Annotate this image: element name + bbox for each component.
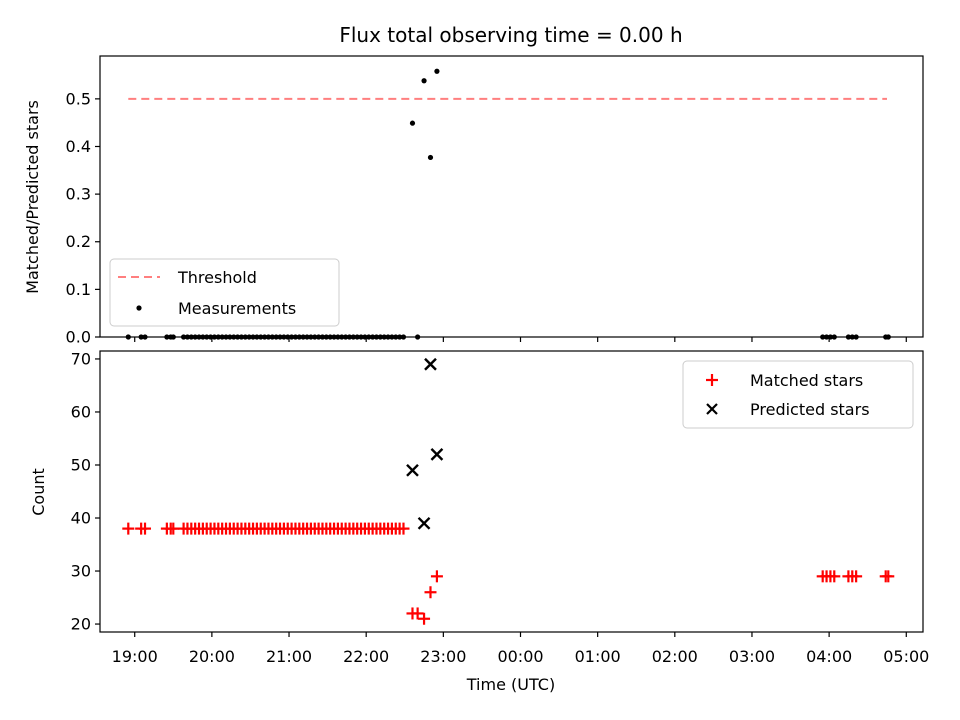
xtick-label: 20:00 <box>189 647 235 666</box>
predicted-star-marker <box>406 463 419 477</box>
top-ytick-label: 0.0 <box>66 328 91 347</box>
matched-star-marker <box>424 586 437 599</box>
predicted-star-stroke <box>406 463 419 477</box>
legend-threshold-label: Threshold <box>177 268 257 287</box>
top-ytick-label: 0.5 <box>66 89 91 108</box>
top-ytick-label: 0.4 <box>66 137 91 156</box>
matched-star-marker <box>828 570 841 583</box>
xtick-label: 02:00 <box>652 647 698 666</box>
measurement-point <box>409 120 416 126</box>
predicted-star-stroke <box>424 357 437 371</box>
xtick-label: 03:00 <box>729 647 775 666</box>
bottom-ytick-label: 70 <box>71 349 91 368</box>
bottom-plot-area <box>122 357 895 625</box>
matched-star-marker <box>397 522 410 535</box>
xtick-label: 01:00 <box>575 647 621 666</box>
bottom-axes-frame <box>99 350 924 633</box>
matched-star-marker <box>882 570 895 583</box>
legend-predicted-label: Predicted stars <box>750 400 870 419</box>
xtick-label: 00:00 <box>497 647 543 666</box>
matched-star-marker <box>418 612 431 625</box>
legend-predicted-swatch <box>706 403 718 415</box>
bottom-ytick-label: 40 <box>71 509 91 528</box>
top-y-axis-label: Matched/Predicted stars <box>23 100 42 294</box>
count-panel: Count 20 30 40 50 60 70 19:00 20:00 21:00 22:00 2… <box>29 349 929 666</box>
xtick-label: 21:00 <box>266 647 312 666</box>
bottom-legend-box <box>682 360 914 429</box>
predicted-star-marker <box>424 357 437 371</box>
bottom-y-ticks: 20 30 40 50 60 70 <box>71 349 100 634</box>
matched-star-marker <box>167 522 180 535</box>
bottom-ytick-label: 50 <box>71 455 91 474</box>
matched-star-marker <box>430 570 443 583</box>
x-axis-label: Time (UTC) <box>466 675 555 694</box>
matched-star-marker <box>411 607 424 620</box>
matched-star-marker <box>122 522 135 535</box>
predicted-star-stroke <box>430 448 444 461</box>
matched-star-marker <box>139 522 152 535</box>
predicted-star-stroke <box>417 516 431 530</box>
ratio-panel: Matched/Predicted stars 0.00.10.20.30.40… <box>23 55 924 347</box>
bottom-ytick-label: 60 <box>71 402 91 421</box>
xtick-label: 04:00 <box>806 647 852 666</box>
xtick-label: 05:00 <box>883 647 929 666</box>
bottom-y-axis-label: Count <box>29 468 48 516</box>
legend-measurements-label: Measurements <box>178 299 296 318</box>
top-ytick-label: 0.1 <box>66 280 91 299</box>
predicted-star-marker <box>430 448 444 461</box>
top-legend-box <box>109 258 340 327</box>
legend-matched-label: Matched stars <box>750 371 863 390</box>
measurement-point <box>427 154 434 161</box>
xtick-label: 19:00 <box>112 647 158 666</box>
bottom-ytick-label: 20 <box>71 615 91 634</box>
bottom-legend: Matched stars Predicted stars <box>682 360 914 429</box>
measurement-point <box>434 68 440 74</box>
legend-measurements-swatch <box>136 305 142 311</box>
measurement-point <box>421 78 427 84</box>
top-ytick-label: 0.2 <box>66 232 91 251</box>
legend-matched-swatch <box>706 374 718 386</box>
top-legend: Threshold Measurements <box>109 258 340 327</box>
predicted-star-marker <box>417 516 431 530</box>
top-ytick-label: 0.3 <box>66 185 91 204</box>
xtick-label: 23:00 <box>420 647 466 666</box>
bottom-x-ticks: 19:00 20:00 21:00 22:00 23:00 00:00 01:00 02:00… <box>112 632 929 666</box>
matched-star-marker <box>850 570 863 583</box>
top-axes-frame <box>99 55 924 338</box>
bottom-ytick-label: 30 <box>71 562 91 581</box>
xtick-label: 22:00 <box>343 647 389 666</box>
top-x-ticks <box>134 337 907 342</box>
top-y-ticks: 0.0 0.1 0.2 0.3 0.4 0.5 <box>66 89 100 347</box>
chart-title: Flux total observing time = 0.00 h <box>339 23 682 47</box>
